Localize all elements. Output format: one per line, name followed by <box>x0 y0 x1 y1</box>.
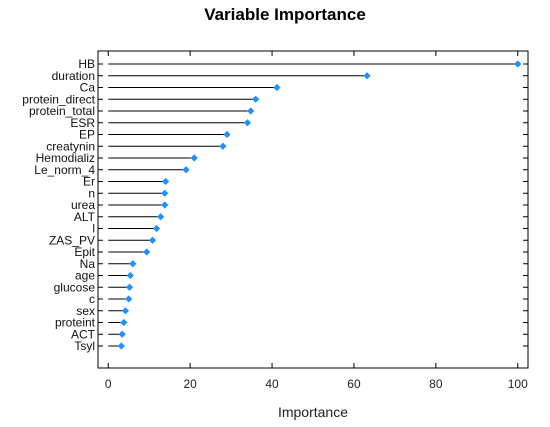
point-ACT <box>118 330 126 338</box>
y-tick-label-protein_total: protein_total <box>29 104 95 118</box>
point-n <box>161 189 169 197</box>
point-Le_norm_4 <box>182 166 190 174</box>
point-Ca <box>273 83 281 92</box>
y-tick-label-Hemodializ: Hemodializ <box>36 151 95 165</box>
point-Tsyl <box>117 342 125 350</box>
x-axis-label: Importance <box>278 404 348 420</box>
point-c <box>125 295 133 303</box>
point-glucose <box>125 283 134 291</box>
point-ESR <box>243 119 252 127</box>
y-tick-label-Epit: Epit <box>74 245 95 259</box>
point-proteint <box>120 318 128 327</box>
point-ALT <box>157 213 165 221</box>
point-EP <box>223 130 231 139</box>
y-tick-label-duration: duration <box>52 69 95 83</box>
plot-layer: 0 20 40 60 80 100HBdurationCaprotein_directpr… <box>22 51 528 391</box>
x-tick-label: 0 <box>105 377 112 391</box>
y-tick-label-n: n <box>88 186 95 200</box>
point-creatynin <box>219 142 227 150</box>
chart-title: Variable Importance <box>204 5 366 24</box>
point-Hemodializ <box>190 154 198 162</box>
y-tick-label-proteint: proteint <box>55 316 96 330</box>
point-ZAS_PV <box>148 236 157 244</box>
y-tick-label-Na: Na <box>80 257 96 271</box>
point-protein_total <box>247 107 255 115</box>
point-sex <box>121 307 130 315</box>
point-duration <box>363 72 371 80</box>
point-Er <box>161 177 170 186</box>
x-tick-label: 100 <box>508 377 528 391</box>
y-tick-label-ALT: ALT <box>74 210 96 224</box>
point-Epit <box>143 248 151 256</box>
y-tick-label-EP: EP <box>79 128 95 142</box>
y-tick-label-age: age <box>75 269 95 283</box>
y-tick-label-HB: HB <box>78 57 95 71</box>
y-tick-label-sex: sex <box>76 304 95 318</box>
x-tick-label: 60 <box>347 377 361 391</box>
y-tick-label-l: l <box>92 222 95 236</box>
point-HB <box>514 60 522 68</box>
y-tick-label-ESR: ESR <box>70 116 95 130</box>
point-age <box>126 271 134 280</box>
y-tick-label-urea: urea <box>71 198 95 212</box>
y-tick-label-glucose: glucose <box>54 280 96 294</box>
x-tick-label: 20 <box>183 377 197 391</box>
point-Na <box>129 260 137 268</box>
point-urea <box>161 201 169 209</box>
x-tick-label: 80 <box>429 377 443 391</box>
y-tick-label-ACT: ACT <box>71 327 96 341</box>
y-tick-label-protein_direct: protein_direct <box>22 92 95 106</box>
point-protein_direct <box>252 95 260 103</box>
y-tick-label-c: c <box>89 292 95 306</box>
plot-frame <box>97 50 529 369</box>
point-l <box>152 224 161 233</box>
y-tick-label-Er: Er <box>83 175 95 189</box>
y-tick-label-ZAS_PV: ZAS_PV <box>49 233 95 247</box>
y-tick-label-Le_norm_4: Le_norm_4 <box>34 163 95 177</box>
y-tick-label-Ca: Ca <box>80 81 96 95</box>
y-tick-label-Tsyl: Tsyl <box>74 339 95 353</box>
x-tick-label: 40 <box>265 377 279 391</box>
y-tick-label-creatynin: creatynin <box>46 139 95 153</box>
